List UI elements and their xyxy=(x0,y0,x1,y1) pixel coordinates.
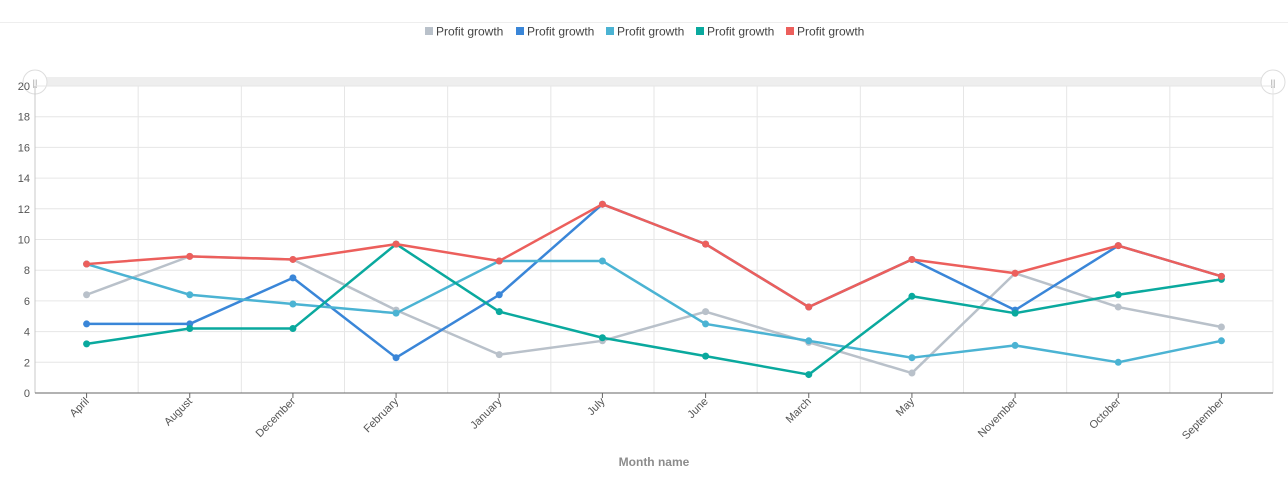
data-point[interactable] xyxy=(1114,303,1122,311)
y-tick-label: 12 xyxy=(18,204,30,216)
data-point[interactable] xyxy=(495,351,503,359)
legend-swatch xyxy=(425,27,433,35)
x-tick-label: August xyxy=(162,396,195,429)
data-point[interactable] xyxy=(1011,269,1019,277)
x-axis-title: Month name xyxy=(619,455,690,469)
data-point[interactable] xyxy=(186,325,194,333)
legend-label: Profit growth xyxy=(617,25,684,39)
x-axis: April August December February January July Ju… xyxy=(35,392,1273,442)
data-point[interactable] xyxy=(1011,309,1019,317)
data-point[interactable] xyxy=(908,292,916,300)
data-point[interactable] xyxy=(1114,242,1122,250)
y-tick-label: 4 xyxy=(24,327,30,339)
y-tick-label: 8 xyxy=(24,265,30,277)
legend-item[interactable]: Profit growth xyxy=(786,25,864,39)
series-line[interactable] xyxy=(86,259,1222,364)
data-point[interactable] xyxy=(702,320,710,328)
x-tick-label: January xyxy=(468,395,505,432)
data-point[interactable] xyxy=(1217,337,1225,345)
data-point[interactable] xyxy=(1114,291,1122,299)
legend-item[interactable]: Profit growth xyxy=(606,25,684,39)
legend-label: Profit growth xyxy=(707,25,774,39)
slider-handle-right[interactable]: || xyxy=(1260,69,1286,95)
y-tick-label: 2 xyxy=(24,357,30,369)
data-point[interactable] xyxy=(186,291,194,299)
data-point[interactable] xyxy=(289,255,297,263)
data-point[interactable] xyxy=(598,257,606,265)
data-point[interactable] xyxy=(495,308,503,316)
data-point[interactable] xyxy=(83,291,91,299)
legend-label: Profit growth xyxy=(436,25,503,39)
data-point[interactable] xyxy=(1011,341,1019,349)
data-point[interactable] xyxy=(495,257,503,265)
data-point[interactable] xyxy=(805,303,813,311)
legend-item[interactable]: Profit growth xyxy=(696,25,774,39)
top-divider xyxy=(0,22,1288,23)
x-tick-label: November xyxy=(976,395,1021,440)
x-tick-label: February xyxy=(362,395,402,435)
y-tick-label: 16 xyxy=(18,142,30,154)
y-tick-label: 10 xyxy=(18,235,30,247)
data-point[interactable] xyxy=(1217,323,1225,331)
data-point[interactable] xyxy=(908,354,916,362)
data-point[interactable] xyxy=(598,334,606,342)
x-tick-label: April xyxy=(68,396,92,420)
x-tick-label: December xyxy=(254,395,299,440)
grip-icon: || xyxy=(33,78,38,88)
data-point[interactable] xyxy=(702,308,710,316)
data-point[interactable] xyxy=(908,369,916,377)
data-point[interactable] xyxy=(289,300,297,308)
data-point[interactable] xyxy=(495,291,503,299)
data-point[interactable] xyxy=(83,340,91,348)
x-tick-label: October xyxy=(1087,395,1123,431)
data-point[interactable] xyxy=(392,354,400,362)
slider-track[interactable] xyxy=(35,77,1273,86)
legend-label: Profit growth xyxy=(527,25,594,39)
grip-icon: || xyxy=(1271,78,1276,88)
data-point[interactable] xyxy=(83,320,91,328)
x-tick-label: March xyxy=(784,396,814,426)
legend-item[interactable]: Profit growth xyxy=(516,25,594,39)
data-point[interactable] xyxy=(1217,272,1225,280)
series-line[interactable] xyxy=(86,202,1222,309)
x-tick-label: May xyxy=(894,395,918,419)
x-tick-label: June xyxy=(685,396,710,421)
data-point[interactable] xyxy=(702,352,710,360)
data-point[interactable] xyxy=(908,255,916,263)
legend-swatch xyxy=(516,27,524,35)
data-point[interactable] xyxy=(598,200,606,208)
series-4 xyxy=(83,240,1225,379)
legend-swatch xyxy=(786,27,794,35)
range-slider[interactable]: || || xyxy=(22,69,1286,95)
data-point[interactable] xyxy=(289,274,297,282)
data-point[interactable] xyxy=(392,309,400,317)
y-tick-label: 20 xyxy=(18,81,30,93)
data-point[interactable] xyxy=(702,240,710,248)
series-group xyxy=(83,200,1225,379)
data-point[interactable] xyxy=(805,371,813,379)
grid xyxy=(34,85,1274,394)
legend-swatch xyxy=(606,27,614,35)
y-tick-label: 0 xyxy=(24,388,30,400)
legend-swatch xyxy=(696,27,704,35)
y-axis: 0 2 4 6 8 10 12 14 16 18 20 xyxy=(18,81,36,400)
series-5 xyxy=(83,200,1225,311)
legend-label: Profit growth xyxy=(797,25,864,39)
x-tick-label: July xyxy=(585,395,608,418)
data-point[interactable] xyxy=(186,252,194,260)
y-tick-label: 18 xyxy=(18,112,30,124)
data-point[interactable] xyxy=(83,260,91,268)
legend-item[interactable]: Profit growth xyxy=(425,25,503,39)
legend: Profit growth Profit growth Profit growth P… xyxy=(425,25,864,39)
x-tick-label: September xyxy=(1180,395,1227,442)
data-point[interactable] xyxy=(289,325,297,333)
y-tick-label: 14 xyxy=(18,173,30,185)
data-point[interactable] xyxy=(805,337,813,345)
series-line[interactable] xyxy=(86,242,1222,376)
series-3 xyxy=(83,257,1225,366)
y-tick-label: 6 xyxy=(24,296,30,308)
data-point[interactable] xyxy=(1114,358,1122,366)
data-point[interactable] xyxy=(392,240,400,248)
